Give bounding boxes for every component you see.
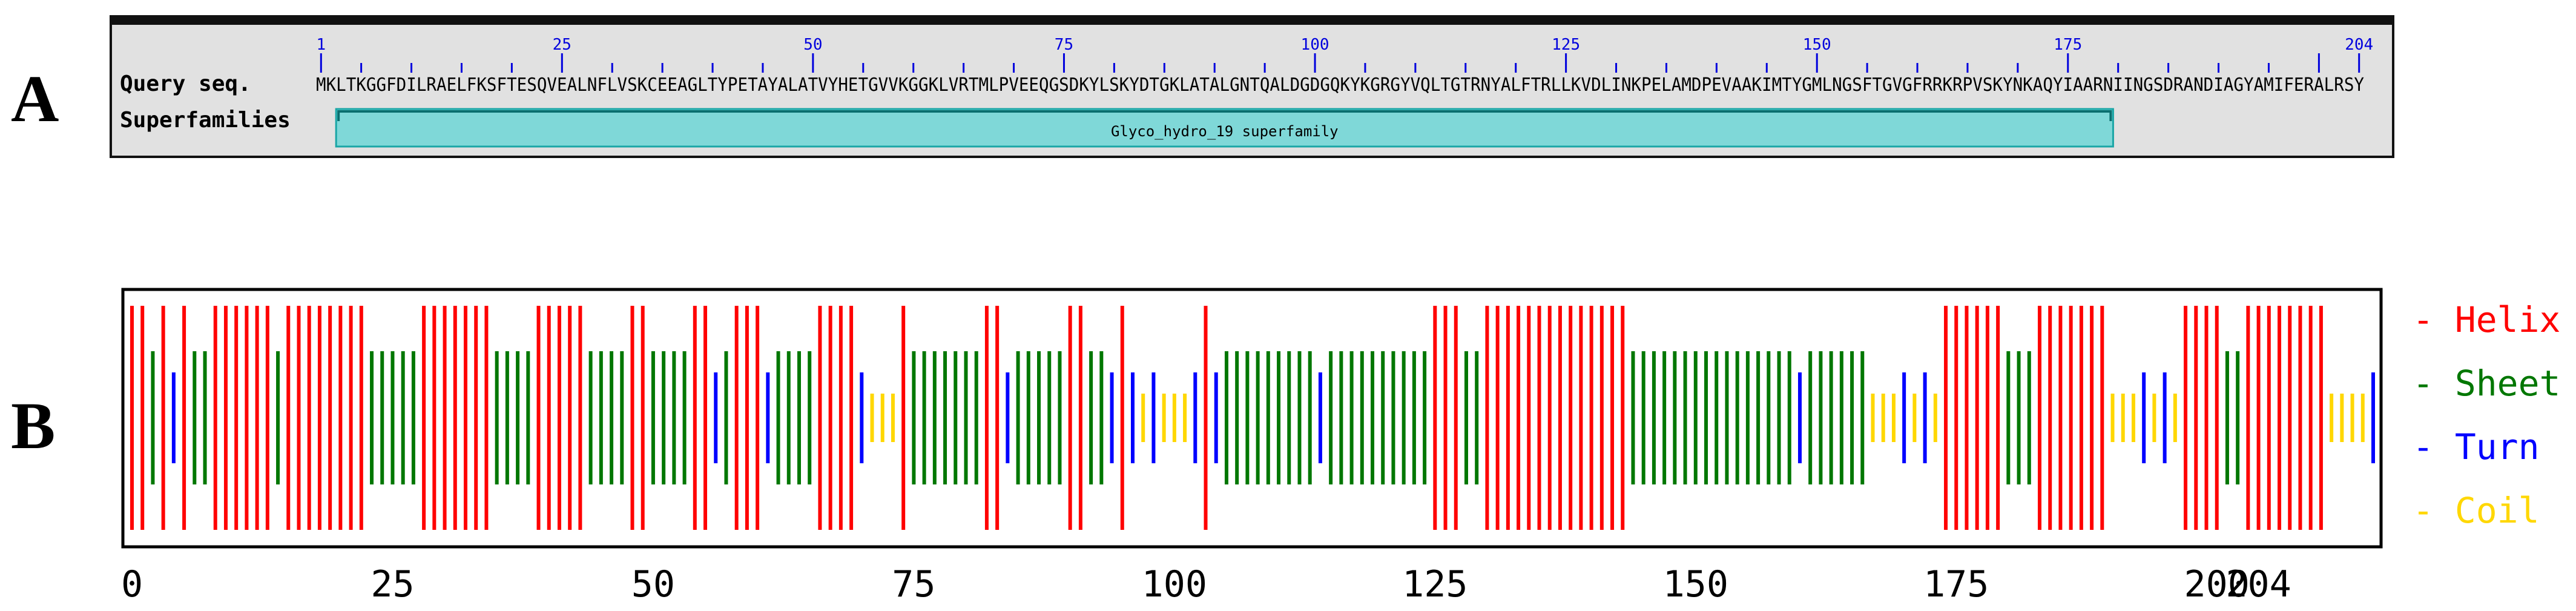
domain-bar[interactable] [335,108,2114,148]
ruler-label: 175 [2054,36,2082,54]
ruler-label: 1 [316,36,326,54]
legend-item-H: - Helix [2413,299,2560,340]
panel-a-letter: A [11,62,59,136]
ss-legend: - Helix - Sheet - Turn - Coil [2413,299,2560,531]
x-tick-label: 150 [1663,563,1728,606]
panel-b-frame [121,288,2383,549]
x-tick-label: 100 [1142,563,1207,606]
x-tick-label: 175 [1923,563,1989,606]
superfamilies-label: Superfamilies [120,108,291,133]
panel-a-top-bar [111,16,2393,25]
x-tick-label: 75 [892,563,935,606]
x-tick-label: 125 [1402,563,1468,606]
legend-item-C: - Coil [2413,490,2540,531]
ruler-label: 25 [553,36,572,54]
x-tick-label: 50 [631,563,675,606]
legend-item-T: - Turn [2413,426,2540,467]
secondary-structure-bars [130,306,2375,530]
x-tick-label: 204 [2225,563,2291,606]
panel-a-frame [110,15,2394,158]
legend-item-E: - Sheet [2413,363,2560,404]
domain-bracket [337,110,2112,121]
ruler-label: 100 [1301,36,1329,54]
x-tick-label: 0 [121,563,143,606]
ruler-label: 50 [803,36,822,54]
x-tick-label: 200 [2184,563,2250,606]
query-seq-label: Query seq. [120,71,251,96]
sequence-ruler: 1 25 50 75 100 125 150 175 204 [316,36,2373,73]
ruler-label: 204 [2345,36,2373,54]
ruler-label: 125 [1552,36,1580,54]
ruler-label: 150 [1803,36,1831,54]
x-tick-label: 25 [371,563,414,606]
domain-label: Glyco_hydro_19 superfamily [1111,123,1339,140]
ruler-label: 75 [1055,36,1073,54]
panel-a-domain-viewer: Query seq. Superfamilies 1 25 50 75 100 125 15… [110,15,2394,158]
superfamily-domain-track[interactable]: Glyco_hydro_19 superfamily [335,108,2114,148]
panel-b-letter: B [11,389,55,463]
query-sequence: MKLTKGGFDILRAELFKSFTESQVEALNFLVSKCEEAGLT… [316,74,2364,96]
